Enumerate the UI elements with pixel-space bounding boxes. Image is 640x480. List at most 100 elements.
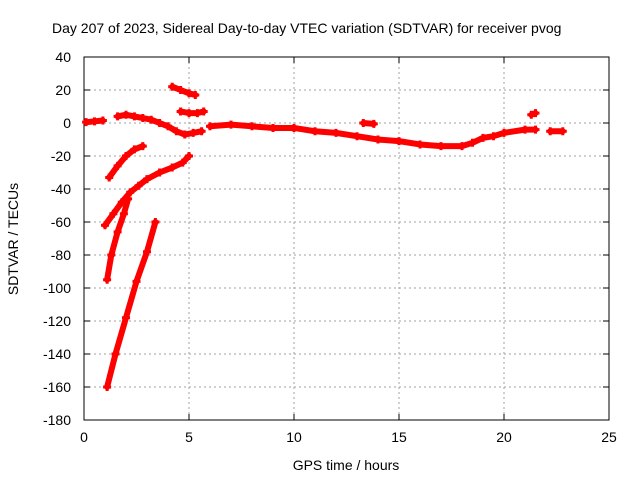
data-point [143, 247, 151, 256]
data-point [332, 128, 340, 137]
series-track-4 [176, 107, 208, 118]
y-axis-label: SDTVAR / TECUs [5, 183, 21, 295]
y-tick-label: 40 [55, 49, 71, 65]
data-point [132, 277, 141, 286]
x-tick-label: 5 [185, 429, 193, 445]
data-point [111, 350, 120, 358]
series-track-12 [103, 218, 160, 391]
data-point [172, 127, 181, 136]
data-point [113, 112, 122, 121]
data-point [138, 142, 147, 151]
series-track-1 [82, 116, 107, 127]
data-point [189, 128, 198, 137]
x-tick-label: 25 [601, 429, 617, 445]
data-point [191, 90, 200, 99]
data-point [130, 112, 139, 121]
data-point [176, 107, 185, 116]
data-markers [82, 82, 567, 391]
data-point [180, 130, 189, 139]
y-tick-label: -20 [51, 148, 71, 164]
data-point [168, 82, 177, 91]
data-point [103, 275, 112, 284]
x-axis-label: GPS time / hours [293, 457, 400, 473]
data-point [531, 109, 540, 118]
data-point [311, 127, 319, 136]
data-point [143, 175, 151, 184]
series-trace [104, 219, 159, 390]
series-track-10 [101, 152, 193, 230]
series-track-5 [206, 120, 540, 151]
x-tick-label: 15 [391, 429, 407, 445]
y-tick-label: -40 [51, 181, 71, 197]
data-point [98, 116, 107, 125]
data-point [109, 209, 118, 218]
data-point [227, 120, 235, 129]
data-point [500, 128, 508, 137]
data-point [155, 168, 164, 177]
y-tick-label: -120 [43, 313, 71, 329]
data-point [206, 122, 214, 131]
data-point [531, 125, 540, 134]
data-point [130, 145, 139, 154]
data-point [193, 109, 202, 118]
data-point [107, 251, 116, 259]
data-point [395, 137, 403, 146]
data-point [126, 188, 135, 197]
data-point [353, 132, 361, 141]
chart-title: Day 207 of 2023, Sidereal Day-to-day VTE… [52, 20, 561, 36]
y-tick-label: -160 [43, 379, 71, 395]
data-point [134, 181, 143, 190]
data-point [290, 123, 298, 132]
data-point [90, 117, 99, 126]
data-point [197, 127, 206, 136]
series-track-6 [359, 119, 378, 128]
series-trace [207, 121, 539, 150]
y-tick-label: 20 [55, 82, 71, 98]
y-tick-label: 0 [63, 115, 71, 131]
data-point [199, 107, 208, 116]
data-point [458, 142, 466, 151]
y-tick-label: -180 [43, 412, 71, 428]
plot-frame [83, 56, 610, 421]
data-point [468, 138, 477, 147]
x-tick-label: 20 [496, 429, 512, 445]
data-point [122, 152, 130, 160]
data-point [185, 89, 193, 98]
data-point [269, 123, 277, 132]
data-point [479, 133, 487, 142]
data-point [113, 161, 122, 170]
data-point [176, 86, 185, 94]
y-tick-label: -140 [43, 346, 71, 362]
x-tick-label: 10 [286, 429, 302, 445]
data-point [168, 163, 177, 172]
x-tick-label: 0 [80, 429, 88, 445]
data-point [521, 125, 529, 134]
series-trace [102, 153, 192, 229]
data-point [185, 109, 193, 118]
data-point [101, 221, 109, 230]
series-track-8 [527, 109, 540, 119]
data-point [374, 135, 382, 144]
grid [84, 57, 609, 420]
data-point [527, 110, 536, 119]
data-point [138, 114, 147, 123]
data-point [124, 194, 133, 203]
data-point [103, 383, 112, 391]
data-point [546, 127, 555, 136]
series-track-9 [105, 142, 147, 182]
data-point [437, 142, 445, 151]
y-tick-label: -80 [51, 247, 71, 263]
series-track-3 [168, 82, 200, 99]
series-track-7 [546, 127, 567, 136]
data-point [119, 209, 128, 218]
data-point [558, 127, 567, 136]
series-track-11 [103, 194, 133, 284]
data-point [178, 158, 187, 167]
data-point [164, 122, 172, 131]
data-point [151, 218, 160, 226]
axis-ticks: 0 5 10 15 20 25 40 20 0 -20 -40 -60 -80 -100 -120 -140 -… [43, 49, 617, 445]
data-point [113, 227, 122, 236]
data-point [82, 118, 91, 127]
data-point [105, 173, 114, 182]
